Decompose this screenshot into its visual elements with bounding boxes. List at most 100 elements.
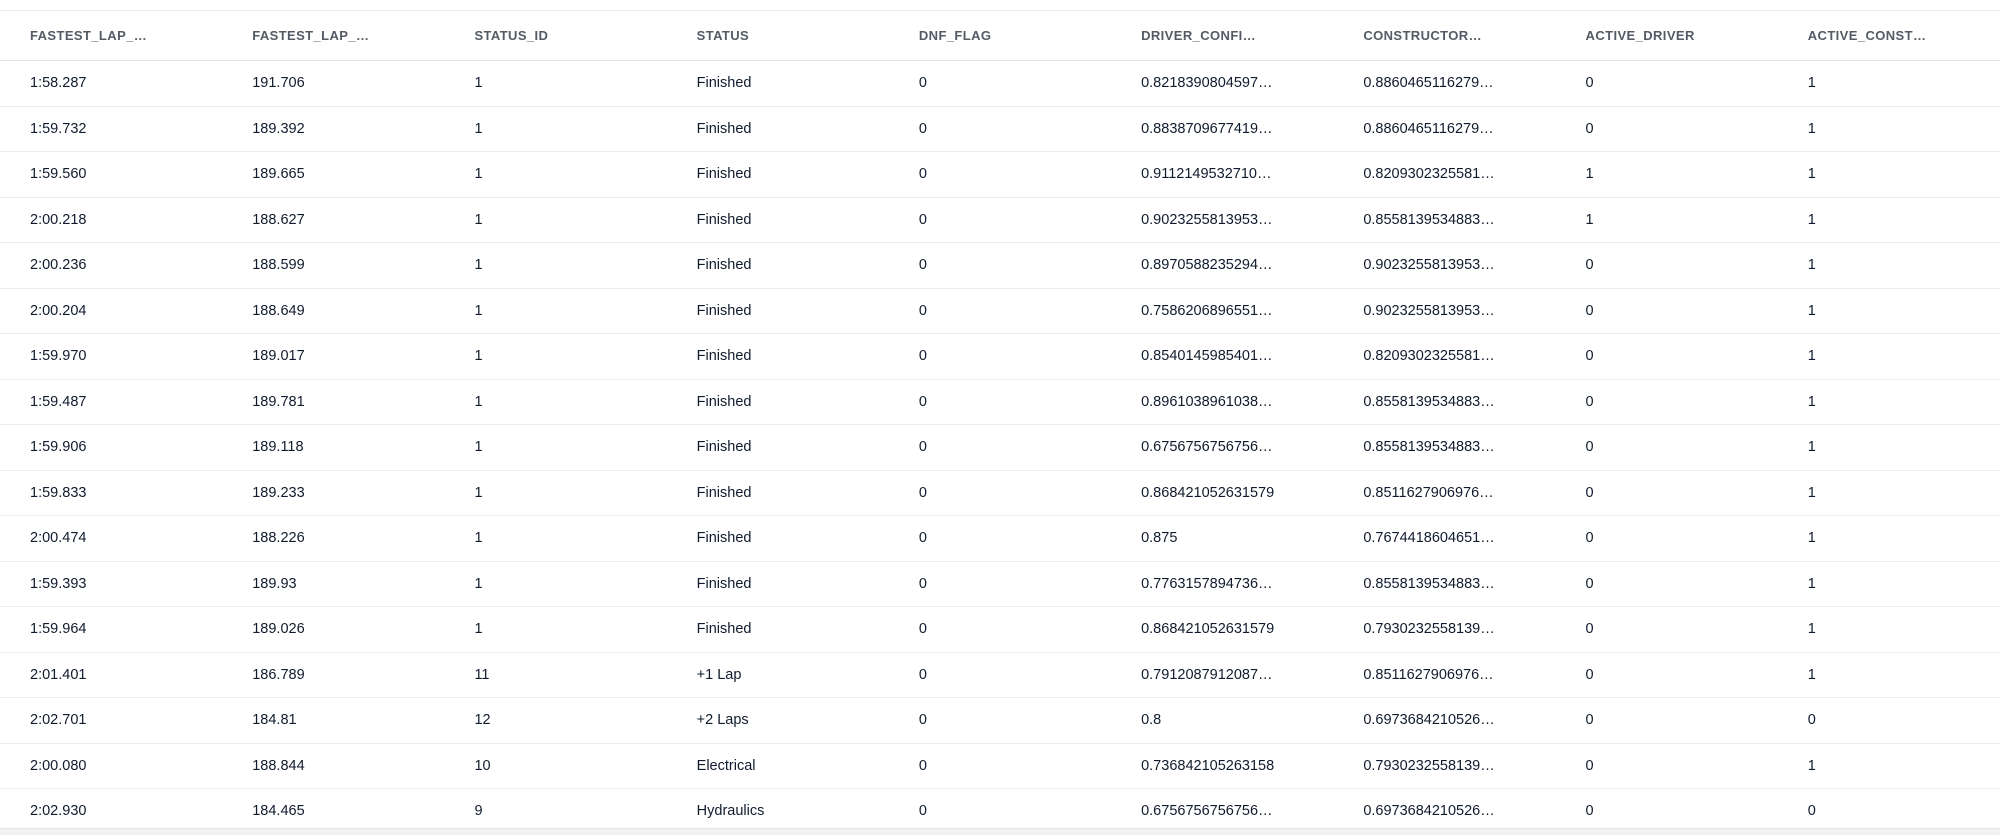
cell-constructor: 0.8209302325581… — [1333, 151, 1556, 198]
cell-status: Finished — [666, 106, 889, 152]
cell-dnf-flag: 0 — [888, 288, 1112, 334]
column-header-dnf-flag[interactable]: DNF_FLAG — [888, 10, 1112, 61]
cell-status: +2 Laps — [666, 697, 889, 744]
cell-fastest-lap-a: 1:59.833 — [0, 470, 223, 516]
cell-active-const: 1 — [1777, 515, 2000, 562]
cell-active-driver: 0 — [1555, 379, 1778, 425]
cell-fastest-lap-a: 1:59.732 — [0, 106, 223, 152]
cell-fastest-lap-a: 2:01.401 — [0, 652, 223, 698]
cell-active-driver: 0 — [1555, 424, 1778, 471]
cell-dnf-flag: 0 — [888, 606, 1112, 653]
cell-fastest-lap-b: 189.026 — [222, 606, 445, 653]
column-header-active-const[interactable]: ACTIVE_CONST… — [1777, 10, 2000, 61]
cell-driver-confi: 0.9112149532710… — [1111, 151, 1334, 198]
table-row: 1:59.393 189.93 1 Finished 0 0.7763157894736…… — [0, 561, 2000, 607]
cell-active-const: 1 — [1777, 470, 2000, 516]
cell-fastest-lap-b: 188.226 — [222, 515, 445, 562]
cell-constructor: 0.8558139534883… — [1333, 561, 1556, 607]
table-row: 2:00.474 188.226 1 Finished 0 0.875 0.76744186… — [0, 515, 2000, 562]
cell-status-id: 1 — [444, 333, 667, 380]
cell-constructor: 0.6973684210526… — [1333, 788, 1556, 835]
cell-driver-confi: 0.7912087912087… — [1111, 652, 1334, 698]
cell-active-const: 0 — [1777, 697, 2000, 744]
cell-constructor: 0.8558139534883… — [1333, 379, 1556, 425]
cell-dnf-flag: 0 — [888, 652, 1112, 698]
cell-status: Finished — [666, 151, 889, 198]
cell-active-driver: 0 — [1555, 470, 1778, 516]
column-header-driver-confi[interactable]: DRIVER_CONFI… — [1111, 10, 1334, 61]
cell-active-const: 1 — [1777, 106, 2000, 152]
column-header-constructor[interactable]: CONSTRUCTOR… — [1333, 10, 1556, 61]
cell-fastest-lap-a: 1:59.970 — [0, 333, 223, 380]
cell-status-id: 1 — [444, 106, 667, 152]
cell-status-id: 1 — [444, 197, 667, 243]
table-row: 2:02.930 184.465 9 Hydraulics 0 0.67567567567… — [0, 788, 2000, 835]
cell-active-driver: 0 — [1555, 561, 1778, 607]
cell-fastest-lap-a: 1:58.287 — [0, 60, 223, 107]
cell-active-driver: 0 — [1555, 60, 1778, 107]
cell-driver-confi: 0.8218390804597… — [1111, 60, 1334, 107]
cell-status: Finished — [666, 379, 889, 425]
column-header-status[interactable]: STATUS — [666, 10, 889, 61]
horizontal-scrollbar-track[interactable] — [0, 828, 2000, 835]
cell-status: Finished — [666, 60, 889, 107]
cell-status: Finished — [666, 288, 889, 334]
cell-driver-confi: 0.6756756756756… — [1111, 788, 1334, 835]
cell-status: Finished — [666, 333, 889, 380]
cell-active-const: 1 — [1777, 561, 2000, 607]
cell-fastest-lap-b: 186.789 — [222, 652, 445, 698]
column-header-fastest-lap-b[interactable]: FASTEST_LAP_… — [222, 10, 445, 61]
column-header-fastest-lap-a[interactable]: FASTEST_LAP_… — [0, 10, 223, 61]
cell-fastest-lap-a: 1:59.964 — [0, 606, 223, 653]
cell-driver-confi: 0.7763157894736… — [1111, 561, 1334, 607]
column-header-status-id[interactable]: STATUS_ID — [444, 10, 667, 61]
cell-status-id: 1 — [444, 606, 667, 653]
cell-active-const: 1 — [1777, 333, 2000, 380]
cell-dnf-flag: 0 — [888, 743, 1112, 789]
cell-constructor: 0.7930232558139… — [1333, 743, 1556, 789]
cell-constructor: 0.8511627906976… — [1333, 652, 1556, 698]
table-row: 1:59.560 189.665 1 Finished 0 0.9112149532710… — [0, 151, 2000, 198]
cell-status-id: 1 — [444, 561, 667, 607]
table-row: 1:59.487 189.781 1 Finished 0 0.8961038961038… — [0, 379, 2000, 425]
cell-dnf-flag: 0 — [888, 788, 1112, 835]
cell-status: Finished — [666, 606, 889, 653]
cell-status-id: 10 — [444, 743, 667, 789]
cell-status-id: 12 — [444, 697, 667, 744]
cell-driver-confi: 0.7586206896551… — [1111, 288, 1334, 334]
cell-active-const: 1 — [1777, 743, 2000, 789]
cell-active-driver: 1 — [1555, 151, 1778, 198]
cell-active-const: 1 — [1777, 424, 2000, 471]
cell-constructor: 0.7674418604651… — [1333, 515, 1556, 562]
table-body: 1:58.287 191.706 1 Finished 0 0.8218390804597… — [0, 60, 2000, 835]
cell-status-id: 1 — [444, 379, 667, 425]
cell-status-id: 1 — [444, 288, 667, 334]
cell-fastest-lap-a: 1:59.906 — [0, 424, 223, 471]
cell-status-id: 1 — [444, 60, 667, 107]
cell-active-driver: 0 — [1555, 652, 1778, 698]
cell-status-id: 1 — [444, 151, 667, 198]
cell-fastest-lap-b: 188.649 — [222, 288, 445, 334]
header-row: FASTEST_LAP_… FASTEST_LAP_… STATUS_ID STATU… — [0, 10, 2000, 61]
table-row: 1:59.970 189.017 1 Finished 0 0.8540145985401… — [0, 333, 2000, 380]
cell-fastest-lap-b: 189.665 — [222, 151, 445, 198]
cell-status: Finished — [666, 242, 889, 289]
cell-fastest-lap-b: 189.233 — [222, 470, 445, 516]
cell-fastest-lap-a: 2:02.930 — [0, 788, 223, 835]
table-row: 2:01.401 186.789 11 +1 Lap 0 0.7912087912087…… — [0, 652, 2000, 698]
cell-status: Finished — [666, 561, 889, 607]
cell-fastest-lap-a: 2:00.218 — [0, 197, 223, 243]
results-table: FASTEST_LAP_… FASTEST_LAP_… STATUS_ID STATU… — [0, 10, 2000, 835]
column-header-active-driver[interactable]: ACTIVE_DRIVER — [1555, 10, 1778, 61]
cell-driver-confi: 0.736842105263158 — [1111, 743, 1334, 789]
cell-constructor: 0.8558139534883… — [1333, 197, 1556, 243]
table-row: 1:58.287 191.706 1 Finished 0 0.8218390804597… — [0, 60, 2000, 107]
cell-active-driver: 0 — [1555, 288, 1778, 334]
cell-status: Finished — [666, 424, 889, 471]
cell-fastest-lap-a: 1:59.487 — [0, 379, 223, 425]
cell-constructor: 0.8511627906976… — [1333, 470, 1556, 516]
cell-driver-confi: 0.8 — [1111, 697, 1334, 744]
cell-active-driver: 0 — [1555, 743, 1778, 789]
cell-active-driver: 0 — [1555, 515, 1778, 562]
